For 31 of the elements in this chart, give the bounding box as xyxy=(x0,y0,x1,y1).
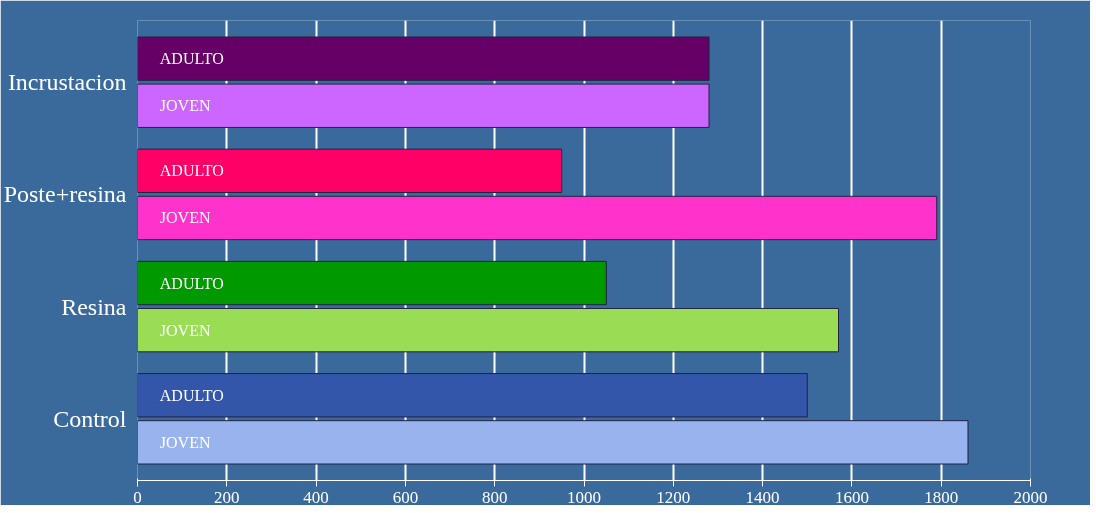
bar xyxy=(137,307,840,353)
bar xyxy=(137,373,808,418)
series-label: ADULTO xyxy=(159,274,224,292)
text: ADULTO xyxy=(159,386,224,404)
bar xyxy=(137,36,710,81)
text: JOVEN xyxy=(159,97,211,115)
x-tick-label: 1400 xyxy=(745,487,780,507)
x-tick-label: 1600 xyxy=(834,487,869,507)
series-label: JOVEN xyxy=(159,321,211,339)
text: JOVEN xyxy=(159,209,211,227)
y-tick-label: Control xyxy=(53,405,127,432)
text: ADULTO xyxy=(159,162,224,180)
x-tick-label: 1800 xyxy=(924,487,959,507)
y-tick-label: Incrustacion xyxy=(7,69,127,96)
y-tick-label: Resina xyxy=(61,293,127,320)
bar xyxy=(137,260,607,306)
x-tick-label: 600 xyxy=(392,487,419,507)
bar xyxy=(137,148,563,194)
text: JOVEN xyxy=(159,433,211,451)
x-tick-label: 1200 xyxy=(656,487,691,507)
x-tick-label: 0 xyxy=(133,487,142,507)
x-tick-label: 2000 xyxy=(1013,487,1048,507)
y-tick-label: Poste+resina xyxy=(3,181,127,208)
bar xyxy=(137,420,969,465)
x-tick-label: 800 xyxy=(481,487,508,507)
bar xyxy=(137,195,938,241)
x-tick-label: 1000 xyxy=(567,487,601,507)
text: ADULTO xyxy=(159,50,224,68)
x-tick-label: 200 xyxy=(214,487,240,507)
bar xyxy=(137,83,710,128)
x-tick-label: 400 xyxy=(303,487,329,507)
